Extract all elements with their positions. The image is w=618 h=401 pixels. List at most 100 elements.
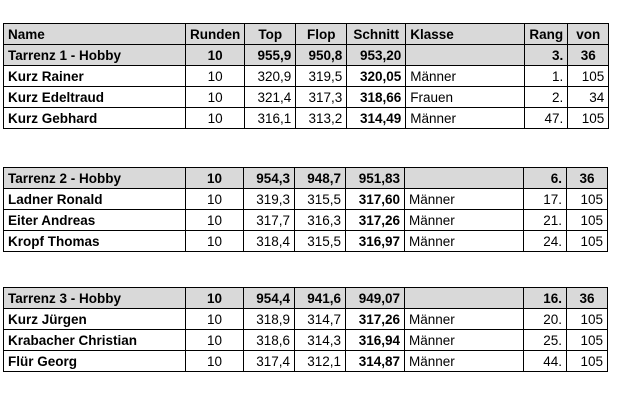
team-rang: 6.	[523, 167, 567, 189]
shooter-runden: 10	[185, 329, 244, 351]
shooter-top: 317,4	[243, 350, 295, 372]
shooter-rang: 44.	[523, 350, 567, 372]
shooter-name: Krabacher Christian	[3, 329, 186, 351]
shooter-runden: 10	[185, 308, 244, 330]
team-top: 955,9	[244, 44, 297, 66]
header-name: Name	[3, 23, 186, 45]
shooter-runden: 10	[185, 230, 244, 252]
table-row: Flür Georg 10 317,4 312,1 314,87 Männer …	[3, 350, 608, 372]
shooter-flop: 313,2	[295, 107, 348, 129]
shooter-flop: 315,5	[294, 188, 346, 210]
shooter-von: 34	[567, 86, 610, 108]
table-row: Kurz Jürgen 10 318,9 314,7 317,26 Männer…	[3, 308, 608, 330]
team-klasse	[404, 167, 524, 189]
shooter-name: Eiter Andreas	[3, 209, 186, 231]
shooter-name: Flür Georg	[3, 350, 186, 372]
shooter-flop: 312,1	[294, 350, 346, 372]
shooter-klasse: Männer	[404, 350, 524, 372]
team-rang: 16.	[523, 287, 567, 309]
shooter-von: 105	[566, 350, 608, 372]
header-rang: Rang	[524, 23, 569, 45]
shooter-flop: 315,5	[294, 230, 346, 252]
shooter-schnitt: 317,60	[345, 188, 405, 210]
team-runden: 10	[185, 167, 244, 189]
shooter-von: 105	[566, 209, 608, 231]
team-row: Tarrenz 2 - Hobby 10 954,3 948,7 951,83 …	[3, 167, 608, 189]
shooter-name: Ladner Ronald	[3, 188, 186, 210]
shooter-flop: 316,3	[294, 209, 346, 231]
shooter-runden: 10	[185, 188, 244, 210]
shooter-klasse: Männer	[405, 65, 526, 87]
table-row: Kurz Rainer 10 320,9 319,5 320,05 Männer…	[3, 65, 610, 87]
shooter-rang: 24.	[523, 230, 567, 252]
shooter-top: 319,3	[243, 188, 295, 210]
team-runden: 10	[184, 44, 246, 66]
shooter-runden: 10	[185, 350, 244, 372]
shooter-rang: 21.	[523, 209, 567, 231]
shooter-rang: 17.	[523, 188, 567, 210]
shooter-rang: 2.	[524, 86, 569, 108]
shooter-schnitt: 314,49	[346, 107, 407, 129]
team-name: Tarrenz 1 - Hobby	[3, 44, 186, 66]
shooter-name: Kurz Rainer	[3, 65, 186, 87]
shooter-rang: 20.	[523, 308, 567, 330]
shooter-rang: 1.	[524, 65, 569, 87]
team-von: 36	[566, 167, 608, 189]
table-row: Kropf Thomas 10 318,4 315,5 316,97 Männe…	[3, 230, 608, 252]
shooter-top: 316,1	[244, 107, 297, 129]
shooter-klasse: Männer	[404, 329, 524, 351]
shooter-von: 105	[566, 188, 608, 210]
shooter-schnitt: 317,26	[345, 308, 405, 330]
shooter-top: 320,9	[244, 65, 297, 87]
header-table: Name Runden Top Flop Schnitt Klasse Rang…	[3, 23, 610, 129]
team-row: Tarrenz 3 - Hobby 10 954,4 941,6 949,07 …	[3, 287, 608, 309]
shooter-flop: 317,3	[295, 86, 348, 108]
shooter-top: 321,4	[244, 86, 297, 108]
shooter-klasse: Männer	[404, 308, 524, 330]
header-row: Name Runden Top Flop Schnitt Klasse Rang…	[3, 23, 610, 45]
shooter-klasse: Männer	[404, 230, 524, 252]
shooter-flop: 314,7	[294, 308, 346, 330]
header-top: Top	[244, 23, 297, 45]
header-runden: Runden	[184, 23, 246, 45]
header-von: von	[567, 23, 610, 45]
team-flop: 948,7	[294, 167, 346, 189]
shooter-name: Kurz Edeltraud	[3, 86, 186, 108]
team-rang: 3.	[524, 44, 569, 66]
team-flop: 950,8	[295, 44, 348, 66]
team-schnitt: 953,20	[346, 44, 407, 66]
shooter-schnitt: 316,97	[345, 230, 405, 252]
shooter-klasse: Frauen	[405, 86, 526, 108]
table-row: Ladner Ronald 10 319,3 315,5 317,60 Männ…	[3, 188, 608, 210]
shooter-runden: 10	[185, 209, 244, 231]
team-name: Tarrenz 3 - Hobby	[3, 287, 186, 309]
shooter-flop: 319,5	[295, 65, 348, 87]
shooter-von: 105	[567, 65, 610, 87]
shooter-name: Kurz Jürgen	[3, 308, 186, 330]
team-runden: 10	[185, 287, 244, 309]
team-top: 954,4	[243, 287, 295, 309]
shooter-runden: 10	[184, 86, 246, 108]
team-top: 954,3	[243, 167, 295, 189]
shooter-top: 318,6	[243, 329, 295, 351]
team-von: 36	[566, 287, 608, 309]
shooter-top: 318,9	[243, 308, 295, 330]
shooter-rang: 25.	[523, 329, 567, 351]
shooter-schnitt: 317,26	[345, 209, 405, 231]
header-flop: Flop	[295, 23, 348, 45]
shooter-von: 105	[566, 329, 608, 351]
shooter-runden: 10	[184, 65, 246, 87]
shooter-runden: 10	[184, 107, 246, 129]
team-name: Tarrenz 2 - Hobby	[3, 167, 186, 189]
table-row: Krabacher Christian 10 318,6 314,3 316,9…	[3, 329, 608, 351]
team-row: Tarrenz 1 - Hobby 10 955,9 950,8 953,20 …	[3, 44, 610, 66]
header-klasse: Klasse	[405, 23, 526, 45]
shooter-schnitt: 314,87	[345, 350, 405, 372]
team-flop: 941,6	[294, 287, 346, 309]
shooter-schnitt: 318,66	[346, 86, 407, 108]
team-schnitt: 951,83	[345, 167, 405, 189]
team-von: 36	[567, 44, 610, 66]
table-row: Eiter Andreas 10 317,7 316,3 317,26 Männ…	[3, 209, 608, 231]
team-schnitt: 949,07	[345, 287, 405, 309]
table-row: Kurz Gebhard 10 316,1 313,2 314,49 Männe…	[3, 107, 610, 129]
